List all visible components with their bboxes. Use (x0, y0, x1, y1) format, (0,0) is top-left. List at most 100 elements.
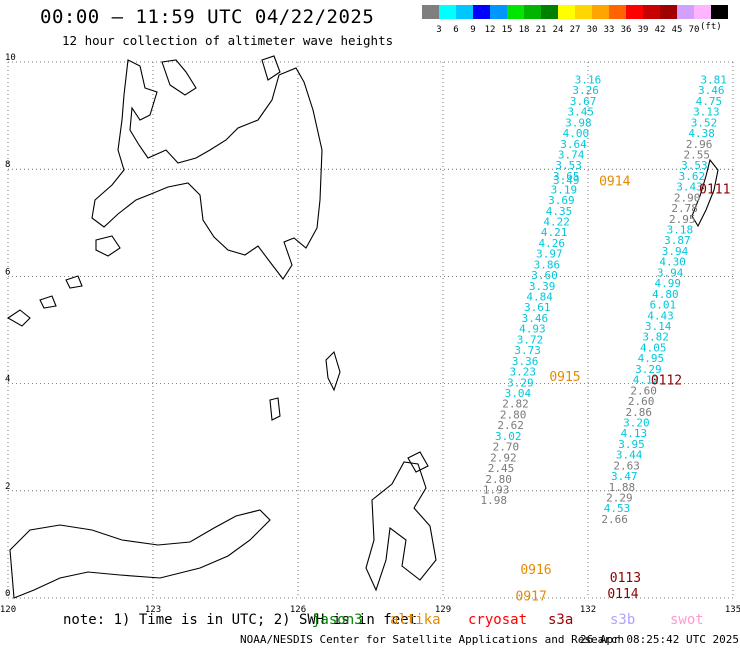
generated-timestamp: 26 Apr 08:25:42 UTC 2025 (580, 633, 739, 646)
wave-height-reading: 2.29 (606, 492, 633, 505)
wave-height-reading: 2.92 (490, 451, 517, 464)
colorbar-swatch (541, 5, 558, 19)
colorbar-swatch (456, 5, 473, 19)
y-tick-label: 4 (5, 375, 10, 385)
colorbar-tick-label: 12 (485, 25, 496, 35)
wave-height-reading: 3.46 (698, 84, 725, 97)
legend-item-s3a: s3a (548, 612, 574, 628)
wave-height-reading: 3.64 (560, 138, 587, 151)
coastline-morotai (407, 451, 429, 473)
wave-height-reading: 4.80 (652, 288, 679, 301)
pass-time-label: 0113 (610, 571, 641, 586)
wave-height-reading: 3.13 (693, 106, 720, 119)
wave-height-reading: 3.69 (548, 194, 575, 207)
colorbar-swatch (592, 5, 609, 19)
pass-time-label: 0114 (607, 587, 638, 602)
colorbar-tick-label: 3 (436, 25, 441, 35)
wave-height-reading: 4.05 (640, 341, 667, 354)
colorbar-tick-label: 30 (587, 25, 598, 35)
colorbar-tick-label: 33 (604, 25, 615, 35)
wave-height-reading: 3.94 (657, 266, 684, 279)
wave-height-reading: 2.60 (630, 384, 657, 397)
colorbar-swatch (524, 5, 541, 19)
page-title: 00:00 – 11:59 UTC 04/22/2025 (40, 6, 375, 28)
wave-height-reading: 3.52 (691, 116, 718, 129)
wave-height-reading: 4.21 (541, 226, 568, 239)
units-note: note: 1) Time is in UTC; 2) SWH is in fe… (63, 612, 418, 628)
x-tick-label: 120 (0, 605, 16, 612)
pass-time-label: 0914 (599, 174, 630, 189)
wave-height-reading: 3.95 (618, 438, 645, 451)
map-grid (7, 61, 734, 599)
wave-height-reading: 4.99 (655, 277, 682, 290)
y-tick-label: 6 (5, 267, 10, 277)
wave-height-reading: 4.13 (621, 427, 648, 440)
colorbar-swatch (711, 5, 728, 19)
colorbar-tick-label: 9 (470, 25, 475, 35)
wave-height-reading: 3.14 (645, 320, 672, 333)
colorbar-swatch (626, 5, 643, 19)
coastline-sangihe (269, 397, 281, 421)
colorbar-tick-label: 15 (502, 25, 513, 35)
colorbar-tick-label: 18 (519, 25, 530, 35)
wave-height-reading: 4.30 (659, 256, 686, 269)
wave-height-reading: 3.62 (679, 170, 706, 183)
colorbar: 3 6 9 12 15 18 21 24 27 30 33 36 39 42 45 70 (422, 5, 728, 35)
wave-height-reading: 3.20 (623, 416, 650, 429)
wave-height-reading: 3.19 (551, 183, 578, 196)
colorbar-swatch (677, 5, 694, 19)
wave-height-reading: 2.78 (671, 202, 698, 215)
colorbar-swatch (643, 5, 660, 19)
y-tick-label: 2 (5, 482, 10, 492)
wave-height-reading: 3.04 (505, 387, 532, 400)
colorbar-tick-label: 21 (536, 25, 547, 35)
wave-height-reading: 3.45 (568, 106, 595, 119)
wave-height-reading: 3.18 (667, 224, 694, 237)
legend-item-swot: swot (670, 612, 704, 628)
wave-height-reading: 2.70 (493, 441, 520, 454)
y-tick-label: 0 (5, 589, 10, 599)
wave-height-reading: 2.86 (626, 406, 653, 419)
altimeter-readings: 3.163.263.673.453.984.003.643.743.533.65… (481, 73, 727, 526)
colorbar-tick-label: 24 (553, 25, 564, 35)
wave-height-reading: 2.80 (500, 408, 527, 421)
colorbar-tick-label: 39 (638, 25, 649, 35)
wave-height-reading: 3.49 (553, 174, 580, 187)
colorbar-swatch (575, 5, 592, 19)
legend-item-altika: altika (390, 612, 441, 628)
colorbar-tick-label: 36 (621, 25, 632, 35)
wave-height-reading: 3.29 (635, 363, 662, 376)
wave-height-reading: 3.43 (676, 181, 703, 194)
coastline-halmahera (365, 461, 437, 592)
colorbar-units: (ft) (700, 22, 722, 32)
wave-height-reading: 4.53 (604, 502, 631, 515)
axis-labels: 120 123 126 129 132 135 0 2 4 6 8 10 (0, 53, 740, 612)
pass-time-label: 0112 (651, 374, 682, 389)
wave-height-reading: 3.67 (570, 95, 597, 108)
credit-footer: NOAA/NESDIS Center for Satellite Applica… (240, 633, 625, 646)
wave-height-reading: 2.55 (684, 148, 711, 161)
wave-height-reading: 3.02 (495, 430, 522, 443)
wave-height-reading: 3.97 (536, 248, 563, 261)
coastline-talaud (325, 350, 341, 392)
coastline-sulu-3 (65, 275, 83, 289)
colorbar-swatch (473, 5, 490, 19)
wave-height-reading: 6.01 (650, 299, 677, 312)
wave-height-reading: 3.53 (555, 159, 582, 172)
wave-height-reading: 1.98 (481, 494, 508, 507)
coastline-sulu-2 (39, 295, 57, 309)
colorbar-swatch (558, 5, 575, 19)
colorbar-swatch (490, 5, 507, 19)
wave-height-reading: 2.60 (628, 395, 655, 408)
y-tick-label: 8 (5, 160, 10, 170)
wave-height-reading: 4.38 (688, 127, 715, 140)
coastline-north-islands (161, 59, 197, 96)
colorbar-swatch (422, 5, 439, 19)
wave-height-reading: 4.84 (526, 291, 553, 304)
wave-height-reading: 3.65 (553, 170, 580, 183)
wave-height-reading: 3.46 (522, 312, 549, 325)
colorbar-swatch (439, 5, 456, 19)
wave-height-reading: 3.86 (534, 258, 561, 271)
